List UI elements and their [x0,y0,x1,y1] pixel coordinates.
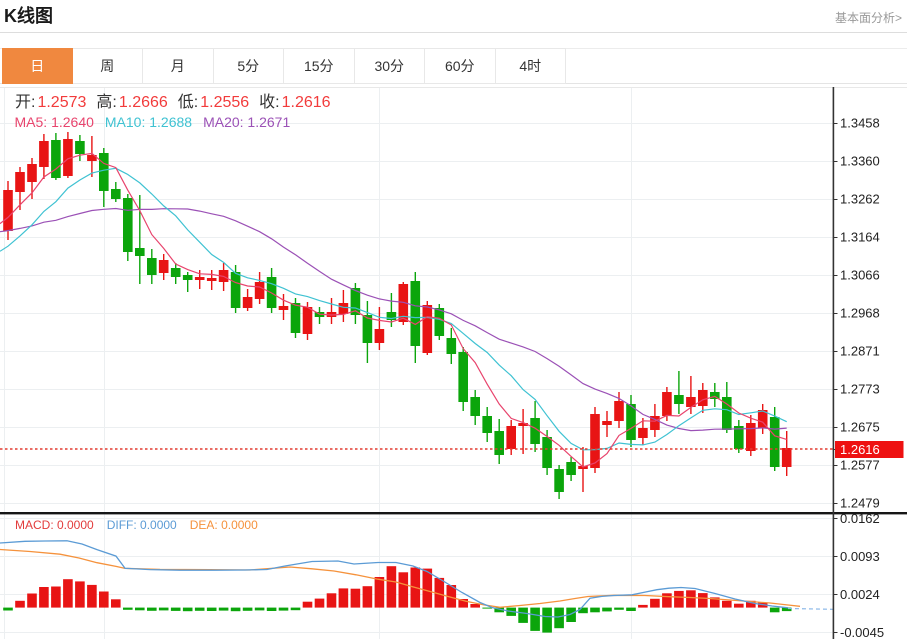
svg-text:1.3360: 1.3360 [840,153,880,168]
svg-text:1.3458: 1.3458 [840,115,880,130]
svg-text:1.2616: 1.2616 [840,442,880,457]
svg-text:0.0162: 0.0162 [840,511,880,526]
svg-text:1.3262: 1.3262 [840,191,880,206]
svg-text:1.2577: 1.2577 [840,457,880,472]
svg-text:1.3066: 1.3066 [840,267,880,282]
svg-text:1.2871: 1.2871 [840,343,880,358]
svg-text:1.2773: 1.2773 [840,381,880,396]
svg-text:1.2479: 1.2479 [840,495,880,510]
svg-text:1.3164: 1.3164 [840,229,880,244]
svg-text:0.0093: 0.0093 [840,549,880,564]
svg-text:1.2675: 1.2675 [840,419,880,434]
svg-text:-0.0045: -0.0045 [840,625,884,639]
svg-text:1.2968: 1.2968 [840,305,880,320]
svg-text:0.0024: 0.0024 [840,587,880,602]
